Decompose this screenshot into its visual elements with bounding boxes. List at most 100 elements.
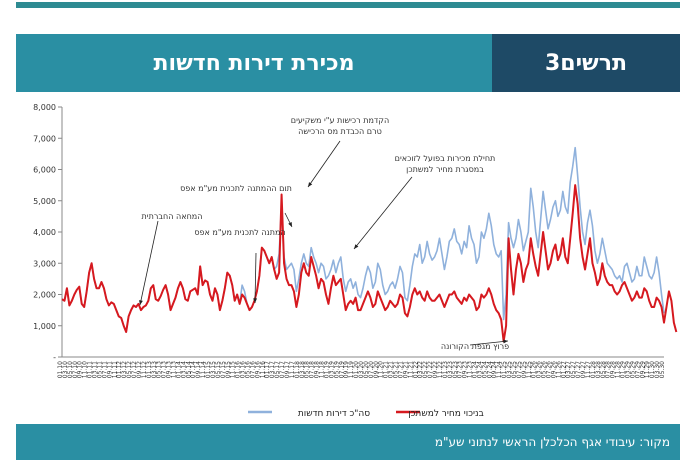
excluding-price-target-line [61,184,678,343]
annotation-arrow [353,176,413,250]
x-tick-label: 01.29 [620,361,627,378]
x-tick-label: 11.15 [230,361,237,378]
x-tick-label: 05.21 [393,361,400,378]
x-tick-label: 07.11 [101,361,108,378]
y-tick-label: 2,000 [33,291,56,300]
x-tick-label: 01.28 [590,361,597,378]
x-tick-label: 03.21 [388,361,395,378]
x-tick-label: 03.16 [240,361,247,378]
x-tick-label: 11.25 [526,361,533,378]
x-tick-label: 07.26 [546,361,553,378]
x-tick-label: 05.18 [304,361,311,378]
x-tick-label: 05.24 [481,361,488,378]
x-tick-label: 01.21 [383,361,390,378]
title-box: מכירת דירות חדשות [16,34,492,92]
x-tick-label: 03.22 [417,361,424,378]
x-tick-label: 03.12 [121,361,128,378]
top-accent-bar [16,2,680,8]
x-tick-label: 05.26 [541,361,548,378]
x-tick-label: 03.10 [62,361,69,378]
annotation-arrowhead [288,222,292,227]
x-tick-label: 01.16 [235,361,242,378]
x-tick-label: 03.14 [180,361,187,378]
x-tick-label: 09.11 [106,361,113,378]
chart-title: מכירת דירות חדשות [153,50,355,76]
x-tick-label: 07.13 [161,361,168,378]
x-tick-label: 07.17 [279,361,286,378]
x-tick-label: 03.25 [506,361,513,378]
x-tick-label: 11.16 [259,361,266,378]
x-tick-label: 07.20 [368,361,375,378]
x-tick-label: 03.29 [624,361,631,378]
x-tick-label: 05.12 [126,361,133,378]
x-tick-label: 09.12 [136,361,143,378]
y-tick-label: 3,000 [33,259,56,268]
x-tick-label: 11.10 [82,361,89,378]
annotation-arrow [307,140,341,188]
x-tick-label: 05.25 [511,361,518,378]
x-tick-label: 09.16 [254,361,261,378]
x-tick-label: 11.27 [585,361,592,378]
x-tick-label: 05.19 [333,361,340,378]
x-tick-label: 01.24 [471,361,478,378]
x-tick-label: 09.18 [314,361,321,378]
annotations: המחאה החברתית המתנה לתכנית מע"מ אפס תום הה… [139,116,509,351]
x-tick-label: 05.16 [245,361,252,378]
chart-label-box: תרשים3 [492,34,680,92]
x-tick-label: 03.23 [447,361,454,378]
x-tick-label: 09.27 [580,361,587,378]
x-tick-label: 03.26 [536,361,543,378]
x-tick-label: 11.19 [348,361,355,378]
annotation-text: תחילת מכירות בפועל לזוכאים [395,154,496,163]
annotation-arrowhead [503,339,508,344]
y-tick-label: 1,000 [33,322,56,331]
annotation-text: טרם הכבדת מס הרכישה [298,127,382,136]
x-tick-label: 03.24 [476,361,483,378]
x-tick-label: 03.20 [358,361,365,378]
x-tick-label: 09.15 [225,361,232,378]
x-tick-label: 01.13 [146,361,153,378]
x-tick-label: 07.27 [575,361,582,378]
x-tick-label: 03.27 [565,361,572,378]
x-tick-label: 01.18 [294,361,301,378]
annotation-text: הקדמת רכישות ע"י משקיעים [291,116,389,125]
y-tick-label: 4,000 [33,228,56,237]
x-tick-label: 01.20 [353,361,360,378]
y-tick-label: 7,000 [33,134,56,143]
x-tick-label: 01.14 [175,361,182,378]
x-tick-label: 09.14 [195,361,202,378]
annotation-arrowhead [139,300,143,305]
annotation-arrow [139,220,159,306]
annotation-arrowhead [253,298,258,303]
annotation-arrowhead [354,244,359,249]
x-tick-label: 01.17 [264,361,271,378]
legend-label: סה"כ דירות חדשות [298,409,370,419]
x-tick-label: 05.11 [96,361,103,378]
x-tick-label: 01.23 [442,361,449,378]
y-axis: - 1,000 2,000 3,000 4,000 5,000 6,000 7,000 8,00… [33,103,63,362]
annotation-text: פרוץ מגפת הקורונה [441,342,509,351]
x-tick-label: 11.11 [111,361,118,378]
x-tick-label: 11.26 [555,361,562,378]
x-tick-label: 05.22 [422,361,429,378]
line-chart: - 1,000 2,000 3,000 4,000 5,000 6,000 7,000 8,00… [33,103,678,419]
x-tick-label: 09.19 [343,361,350,378]
x-tick-label: 03.18 [299,361,306,378]
x-tick-label: 07.19 [338,361,345,378]
y-tick-label: 6,000 [33,166,56,175]
x-tick-label: 09.23 [462,361,469,378]
legend-label: בניכוי מחיר למשתכן [408,409,484,419]
x-tick-label: 09.10 [77,361,84,378]
x-tick-label: 01.25 [501,361,508,378]
annotation-arrow [469,340,509,346]
x-tick-label: 01.15 [205,361,212,378]
x-tick-label: 11.28 [615,361,622,378]
x-tick-label: 01.10 [57,361,64,378]
annotation-arrow [254,252,257,304]
x-tick-label: 03.19 [328,361,335,378]
x-tick-label: 07.22 [427,361,434,378]
x-tick-label: 09.21 [402,361,409,378]
y-tick-label: 8,000 [33,103,56,112]
x-tick-label: 03.28 [595,361,602,378]
x-tick-label: 11.24 [496,361,503,378]
